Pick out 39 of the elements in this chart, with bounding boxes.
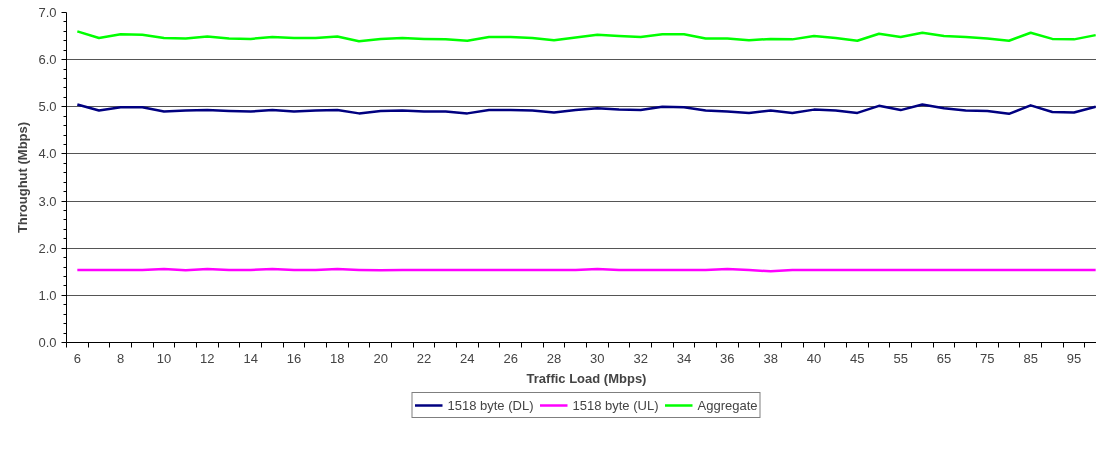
- x-tick-label: 40: [806, 350, 822, 366]
- y-tick-label: 5.0: [38, 99, 57, 115]
- y-tick-label: 1.0: [38, 287, 57, 303]
- x-tick-label: 18: [330, 350, 345, 366]
- x-tick-label: 34: [676, 350, 692, 366]
- x-tick-label: 12: [200, 350, 215, 366]
- line-series: [76, 30, 1096, 43]
- x-tick-label: 85: [1023, 350, 1038, 366]
- legend-label: Aggregate: [697, 397, 758, 413]
- x-tick-label: 26: [503, 350, 518, 366]
- y-tick-label: 4.0: [38, 146, 57, 162]
- x-tick-label: 75: [980, 350, 995, 366]
- x-tick-label: 36: [720, 350, 735, 366]
- legend-label: 1518 byte (UL): [572, 397, 659, 413]
- x-tick-label: 20: [373, 350, 388, 366]
- x-tick-label: 10: [156, 350, 172, 366]
- x-tick-label: 32: [633, 350, 648, 366]
- x-tick-label: 55: [893, 350, 908, 366]
- y-tick-label: 3.0: [38, 193, 57, 209]
- x-tick-label: 65: [936, 350, 952, 366]
- y-tick-label: 2.0: [38, 240, 57, 256]
- legend-label: 1518 byte (DL): [447, 397, 534, 413]
- x-tick-label: 45: [850, 350, 865, 366]
- line-series: [76, 103, 1096, 116]
- x-axis-title: Traffic Load (Mbps): [526, 370, 647, 386]
- y-tick-label: 7.0: [38, 5, 57, 20]
- x-tick-label: 16: [286, 350, 302, 366]
- x-tick-label: 95: [1066, 350, 1082, 366]
- x-tick-label: 8: [117, 350, 125, 366]
- y-tick-label: 0.0: [38, 335, 57, 350]
- x-tick-label: 6: [73, 350, 81, 366]
- x-tick-label: 30: [590, 350, 605, 366]
- x-tick-label: 22: [416, 350, 432, 366]
- x-tick-label: 28: [546, 350, 562, 366]
- y-tick-label: 6.0: [38, 52, 57, 68]
- x-tick-label: 38: [763, 350, 778, 366]
- x-tick-label: 24: [460, 350, 475, 366]
- x-tick-label: 14: [243, 350, 258, 366]
- y-axis-title: Throughut (Mbps): [15, 121, 31, 234]
